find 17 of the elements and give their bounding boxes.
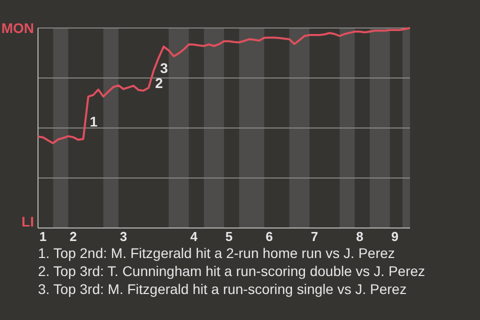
annotation: 1	[90, 114, 98, 130]
x-tick-label: 5	[225, 229, 233, 244]
x-tick-label: 6	[266, 229, 273, 244]
x-tick-label: 3	[120, 229, 128, 244]
x-tick-label: 8	[356, 229, 364, 244]
text: 2. Top 3rd: T. Cunningham hit a run-scoring double vs J. Perez	[38, 263, 426, 279]
x-tick-label: 4	[190, 229, 198, 244]
annotation: 3	[160, 60, 168, 76]
annotation: 2	[155, 75, 164, 92]
text: 1. Top 2nd: M. Fitzgerald hit a 2-run home run vs J. Perez	[38, 245, 395, 261]
x-tick-label: 2	[70, 229, 77, 244]
text: LI	[22, 214, 34, 230]
text: 3. Top 3rd: M. Fitzgerald hit a run-scoring single vs J. Perez	[38, 281, 407, 297]
text: MON	[1, 20, 34, 36]
x-tick-label: 7	[310, 229, 318, 244]
x-tick-label: 9	[391, 229, 399, 244]
x-tick-label: 1	[39, 229, 47, 244]
